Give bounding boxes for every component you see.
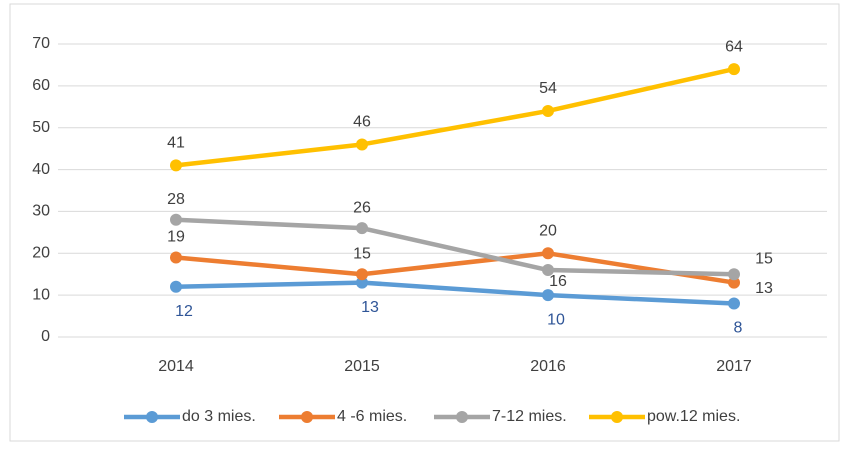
data-label: 16 xyxy=(549,273,567,290)
data-label: 8 xyxy=(734,320,743,337)
data-point xyxy=(170,213,182,226)
chart-frame xyxy=(9,3,840,442)
data-point xyxy=(170,251,182,264)
legend-swatch-dot xyxy=(611,411,623,423)
legend-swatch-dot xyxy=(301,411,313,423)
data-label: 26 xyxy=(353,199,371,216)
data-label: 15 xyxy=(755,250,773,267)
legend-swatch-dot xyxy=(456,411,468,423)
data-point xyxy=(728,268,740,281)
data-label: 54 xyxy=(539,80,557,97)
y-tick-label: 40 xyxy=(32,161,50,178)
legend-label: 7-12 mies. xyxy=(492,408,567,425)
legend-swatch-dot xyxy=(146,411,158,423)
data-label: 64 xyxy=(725,38,743,55)
data-label: 10 xyxy=(547,311,565,328)
data-label: 41 xyxy=(167,135,185,152)
legend-label: 4 -6 mies. xyxy=(337,408,407,425)
x-tick-label: 2016 xyxy=(530,358,566,375)
x-tick-label: 2014 xyxy=(158,358,194,375)
data-label: 12 xyxy=(175,303,193,320)
data-label: 20 xyxy=(539,223,557,240)
x-tick-label: 2015 xyxy=(344,358,380,375)
data-point xyxy=(542,104,554,117)
legend-label: do 3 mies. xyxy=(182,408,256,425)
series-line xyxy=(175,251,735,285)
data-label: 28 xyxy=(167,191,185,208)
series-line xyxy=(175,217,735,277)
data-label: 19 xyxy=(167,229,185,246)
data-point xyxy=(356,138,368,151)
data-label: 13 xyxy=(361,299,379,316)
data-point xyxy=(542,289,554,302)
data-point xyxy=(542,264,554,277)
legend-label: pow.12 mies. xyxy=(647,408,740,425)
y-tick-label: 60 xyxy=(32,77,50,94)
x-tick-label: 2017 xyxy=(716,358,752,375)
data-point xyxy=(356,276,368,289)
data-point xyxy=(170,159,182,172)
data-label: 13 xyxy=(755,280,773,297)
data-point xyxy=(542,247,554,260)
data-point xyxy=(728,297,740,310)
data-point xyxy=(356,222,368,235)
data-point xyxy=(728,63,740,76)
data-point xyxy=(356,268,368,281)
y-tick-label: 0 xyxy=(41,328,50,345)
series-line xyxy=(175,66,735,168)
y-tick-label: 20 xyxy=(32,245,50,262)
y-tick-label: 50 xyxy=(32,119,50,136)
y-tick-label: 10 xyxy=(32,286,50,303)
data-label: 46 xyxy=(353,114,371,131)
data-point xyxy=(728,276,740,289)
y-tick-label: 30 xyxy=(32,203,50,220)
y-tick-label: 70 xyxy=(32,35,50,52)
data-point xyxy=(170,280,182,293)
series-line xyxy=(175,280,735,306)
data-label: 15 xyxy=(353,245,371,262)
